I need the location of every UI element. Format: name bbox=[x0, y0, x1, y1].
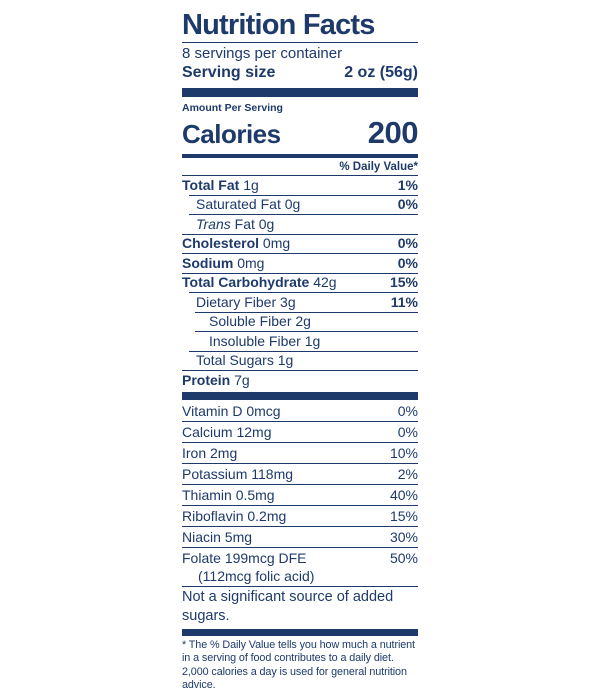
nutrient-row-total-carbohydrate: Total Carbohydrate 42g 15% bbox=[182, 272, 418, 290]
nutrient-row-sodium: Sodium 0mg 0% bbox=[182, 253, 418, 271]
nutrient-row-total-fat: Total Fat 1g 1% bbox=[182, 175, 418, 193]
micronutrient-row-calcium: Calcium 12mg 0% bbox=[182, 420, 418, 442]
title-divider bbox=[182, 42, 418, 43]
nutrient-row-insoluble-fiber: Insoluble Fiber 1g bbox=[195, 331, 418, 351]
folate-note: (112mcg folic acid) bbox=[198, 567, 315, 584]
nutrient-row-cholesterol: Cholesterol 0mg 0% bbox=[182, 233, 418, 251]
serving-size-label: Serving size bbox=[182, 64, 276, 81]
nutrient-row-protein: Protein 7g bbox=[182, 370, 418, 390]
amount-per-serving-label: Amount Per Serving bbox=[182, 102, 283, 114]
servings-per-container: 8 servings per container bbox=[182, 45, 343, 62]
micronutrient-row-vitamin-d: Vitamin D 0mcg 0% bbox=[182, 402, 418, 419]
nutrition-facts-label: Nutrition Facts 8 servings per container… bbox=[182, 9, 419, 693]
calories-divider bbox=[182, 154, 418, 158]
calories-value: 200 bbox=[367, 115, 419, 150]
micronutrient-row-folate: Folate 199mcg DFE (112mcg folic acid) 50… bbox=[182, 546, 418, 586]
calories-label: Calories bbox=[182, 119, 281, 149]
nutrient-row-trans-fat: Trans Fat 0g bbox=[189, 214, 418, 234]
micronutrient-row-thiamin: Thiamin 0.5mg 40% bbox=[182, 483, 418, 505]
label-title: Nutrition Facts bbox=[182, 9, 375, 41]
micronutrient-row-iron: Iron 2mg 10% bbox=[182, 441, 418, 463]
section-bar-middle bbox=[182, 391, 418, 400]
micronutrient-row-riboflavin: Riboflavin 0.2mg 15% bbox=[182, 504, 418, 526]
micronutrient-row-potassium: Potassium 118mg 2% bbox=[182, 462, 418, 484]
calories-row: Calories 200 bbox=[182, 115, 419, 153]
serving-size-value: 2 oz (56g) bbox=[344, 64, 418, 81]
section-bar-bottom bbox=[182, 628, 418, 636]
section-bar-top bbox=[182, 88, 418, 97]
nutrient-row-dietary-fiber: Dietary Fiber 3g 11% bbox=[189, 292, 418, 312]
daily-value-footnote: * The % Daily Value tells you how much a… bbox=[182, 638, 415, 692]
nutrient-row-saturated-fat: Saturated Fat 0g 0% bbox=[189, 194, 418, 215]
nutrient-row-total-sugars: Total Sugars 1g bbox=[189, 350, 418, 371]
micronutrient-row-niacin: Niacin 5mg 30% bbox=[182, 525, 418, 547]
nutrient-row-soluble-fiber: Soluble Fiber 2g bbox=[195, 311, 418, 332]
serving-size-row: Serving size 2 oz (56g) bbox=[182, 63, 418, 85]
not-significant-statement: Not a significant source of added sugars… bbox=[182, 585, 418, 627]
daily-value-header: % Daily Value* bbox=[339, 161, 418, 173]
